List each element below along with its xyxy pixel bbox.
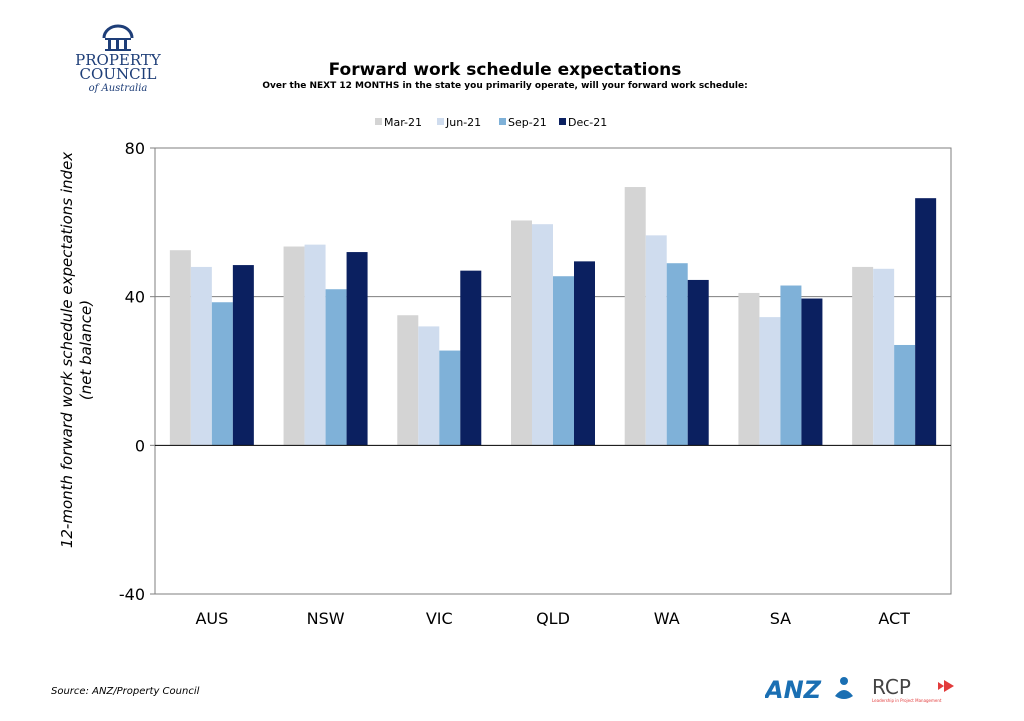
bar-act-mar-21 [852,266,874,446]
source-note: Source: ANZ/Property Council [51,686,200,697]
y-axis-label-unit: (net balance) [77,300,95,400]
bar-aus-sep-21 [211,302,233,446]
x-tick-label: VIC [426,609,453,628]
x-tick-label: WA [654,609,680,628]
x-tick-label: ACT [878,609,910,628]
bar-vic-sep-21 [439,350,461,446]
bar-nsw-dec-21 [346,252,368,446]
x-tick-label: QLD [536,609,570,628]
svg-text:PROPERTY: PROPERTY [75,51,162,69]
bar-aus-dec-21 [232,265,254,446]
chart-subtitle: Over the NEXT 12 MONTHS in the state you… [262,81,748,91]
bar-nsw-jun-21 [304,244,326,446]
bar-wa-jun-21 [645,235,667,446]
rcp-logo: RCP Leadership in Project Management [870,672,965,708]
bar-sa-mar-21 [738,292,760,446]
svg-text:of Australia: of Australia [89,83,148,94]
chart-title: Forward work schedule expectations [328,60,682,80]
y-axis-label: 12-month forward work schedule expectati… [58,152,76,548]
bar-sa-dec-21 [801,298,823,446]
bar-qld-sep-21 [553,276,574,446]
bar-wa-dec-21 [687,279,709,446]
x-tick-label: AUS [195,609,228,628]
legend-swatch [559,118,566,125]
x-tick-label: NSW [307,609,345,628]
bar-qld-jun-21 [532,224,553,446]
y-tick-label: -40 [119,585,145,604]
bar-act-dec-21 [915,198,937,446]
bar-vic-dec-21 [460,270,482,446]
bar-act-jun-21 [873,268,895,446]
bar-wa-mar-21 [624,187,646,446]
bar-sa-jun-21 [759,317,781,446]
svg-text:RCP: RCP [872,675,911,699]
bar-vic-mar-21 [397,315,419,446]
x-axis-ticks: AUS NSW VIC QLD WA SA ACT [195,609,910,628]
bar-aus-mar-21 [169,250,191,446]
property-council-logo: PROPERTY COUNCIL of Australia [58,22,178,102]
svg-text:ANZ: ANZ [765,676,822,704]
bar-qld-dec-21 [574,261,595,446]
bar-sa-sep-21 [780,285,802,446]
legend-swatch [499,118,506,125]
bars [169,187,937,446]
bar-chart: Mar-21 Jun-21 Sep-21 Dec-21 -40 0 40 80 AUS NSW… [58,116,952,628]
bar-act-sep-21 [894,344,916,446]
legend-label: Dec-21 [568,116,607,129]
bar-nsw-mar-21 [283,246,305,446]
legend-swatch [375,118,382,125]
bar-vic-jun-21 [418,326,440,446]
y-tick-label: 40 [125,288,145,307]
legend: Mar-21 Jun-21 Sep-21 Dec-21 [375,116,607,129]
bar-aus-jun-21 [190,266,212,446]
legend-label: Mar-21 [384,116,422,129]
legend-swatch [437,118,444,125]
x-tick-label: SA [770,609,791,628]
bar-wa-sep-21 [666,263,688,446]
legend-label: Jun-21 [445,116,481,129]
bar-nsw-sep-21 [325,289,347,446]
bar-qld-mar-21 [511,220,532,446]
svg-text:COUNCIL: COUNCIL [80,65,157,83]
y-tick-label: 80 [125,139,145,158]
legend-label: Sep-21 [508,116,547,129]
anz-logo: ANZ [763,672,860,708]
y-axis-ticks: -40 0 40 80 [119,139,155,604]
y-tick-label: 0 [135,436,145,455]
svg-text:Leadership in Project Manageme: Leadership in Project Management [872,698,942,703]
